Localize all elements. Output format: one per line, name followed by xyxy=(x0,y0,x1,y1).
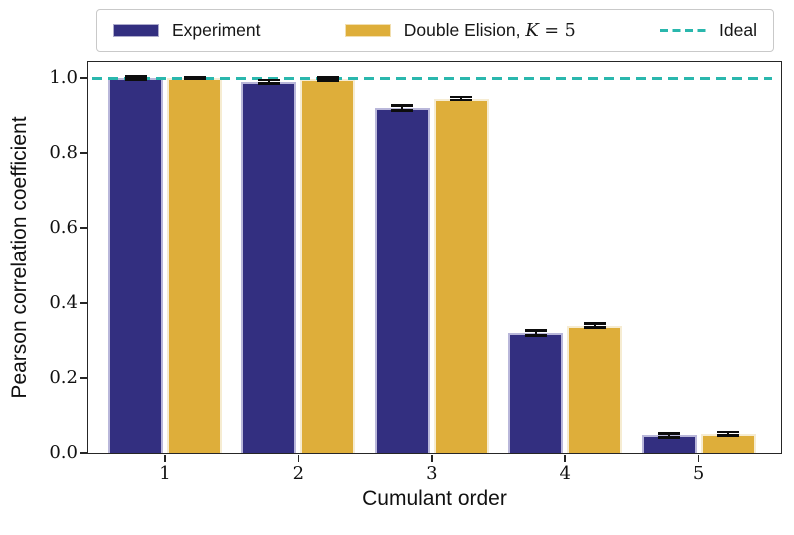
legend-dashed-line-sample xyxy=(660,29,707,32)
y-tick-mark xyxy=(79,377,87,379)
legend-label-double-elision-prefix: Double Elision, xyxy=(403,20,526,40)
y-tick-label: 1.0 xyxy=(49,67,78,88)
legend-swatch-experiment xyxy=(113,24,159,37)
error-bar-line xyxy=(593,323,596,328)
legend-item-double-elision: Double Elision, K = 5 xyxy=(344,20,576,41)
legend-label-experiment: Experiment xyxy=(172,20,261,40)
error-bar-line xyxy=(534,330,537,336)
error-bar-cap-bottom xyxy=(658,435,681,439)
y-tick-mark xyxy=(79,227,87,229)
bar-experiment xyxy=(241,81,297,453)
legend-item-experiment: Experiment xyxy=(113,20,261,41)
error-bar-cap-top xyxy=(583,321,606,325)
error-bar-line xyxy=(460,97,463,101)
error-bar-cap-top xyxy=(316,76,339,79)
error-bar-cap-bottom xyxy=(717,434,740,438)
legend-label-double-elision: Double Elision, K = 5 xyxy=(404,20,576,41)
y-tick-mark xyxy=(79,452,87,454)
error-bar-cap-bottom xyxy=(391,108,414,112)
y-tick-label: 0.8 xyxy=(49,142,78,163)
bar-double-elision xyxy=(300,79,356,453)
error-bar-cap-bottom xyxy=(583,326,606,330)
x-tick-label: 2 xyxy=(292,463,305,484)
error-bar-cap-top xyxy=(524,329,547,332)
error-bar-cap-bottom xyxy=(257,82,280,85)
error-bar-cap-bottom xyxy=(124,78,147,81)
error-bar-cap-bottom xyxy=(183,77,206,81)
y-tick-mark xyxy=(79,302,87,304)
error-bar-line xyxy=(134,76,137,80)
x-tick-label: 5 xyxy=(692,463,705,484)
error-bar-cap-bottom xyxy=(316,79,339,82)
x-axis-label: Cumulant order xyxy=(362,487,507,510)
y-tick-label: 0.2 xyxy=(49,367,78,388)
bar-double-elision xyxy=(433,98,489,453)
x-tick-label: 1 xyxy=(159,463,171,484)
x-tick-mark xyxy=(564,454,566,462)
y-tick-label: 0.4 xyxy=(49,292,78,313)
error-bar-line xyxy=(668,433,671,438)
error-bar-cap-top xyxy=(257,78,280,82)
ideal-dashed-line xyxy=(92,76,772,80)
error-bar-line xyxy=(326,77,329,81)
x-tick-mark xyxy=(164,454,166,462)
bar-experiment xyxy=(508,333,564,453)
legend-label-ideal: Ideal xyxy=(719,20,757,40)
error-bar-cap-top xyxy=(717,430,740,434)
error-bar-cap-bottom xyxy=(524,334,547,337)
legend-label-double-elision-suffix: = 5 xyxy=(538,21,576,41)
y-tick-mark xyxy=(79,77,87,79)
x-tick-label: 3 xyxy=(426,463,438,484)
legend: Experiment Double Elision, K = 5 Ideal xyxy=(96,9,774,52)
y-tick-label: 0.0 xyxy=(49,442,78,463)
error-bar-line xyxy=(267,79,270,84)
y-axis-label: Pearson correlation coefficient xyxy=(8,116,31,399)
error-bar-cap-top xyxy=(391,104,414,108)
y-tick-label: 0.6 xyxy=(49,217,78,238)
error-bar-cap-top xyxy=(183,75,206,79)
bar-experiment xyxy=(374,108,430,453)
x-tick-mark xyxy=(697,454,700,462)
legend-label-double-elision-math-k: K xyxy=(525,20,539,41)
error-bar-cap-top xyxy=(658,432,681,435)
bar-double-elision xyxy=(167,78,222,453)
bar-double-elision xyxy=(567,325,623,453)
error-bar-cap-top xyxy=(124,75,147,78)
error-bar-line xyxy=(727,432,730,436)
error-bar-cap-bottom xyxy=(450,98,473,102)
y-tick-mark xyxy=(79,152,87,154)
error-bar-cap-top xyxy=(450,95,473,99)
bar-experiment xyxy=(108,78,163,453)
x-tick-mark xyxy=(431,454,433,462)
legend-item-ideal: Ideal xyxy=(660,20,757,41)
legend-swatch-double-elision xyxy=(344,24,391,37)
error-bar-line xyxy=(401,105,404,111)
x-tick-label: 4 xyxy=(559,463,571,484)
x-tick-mark xyxy=(297,454,300,462)
